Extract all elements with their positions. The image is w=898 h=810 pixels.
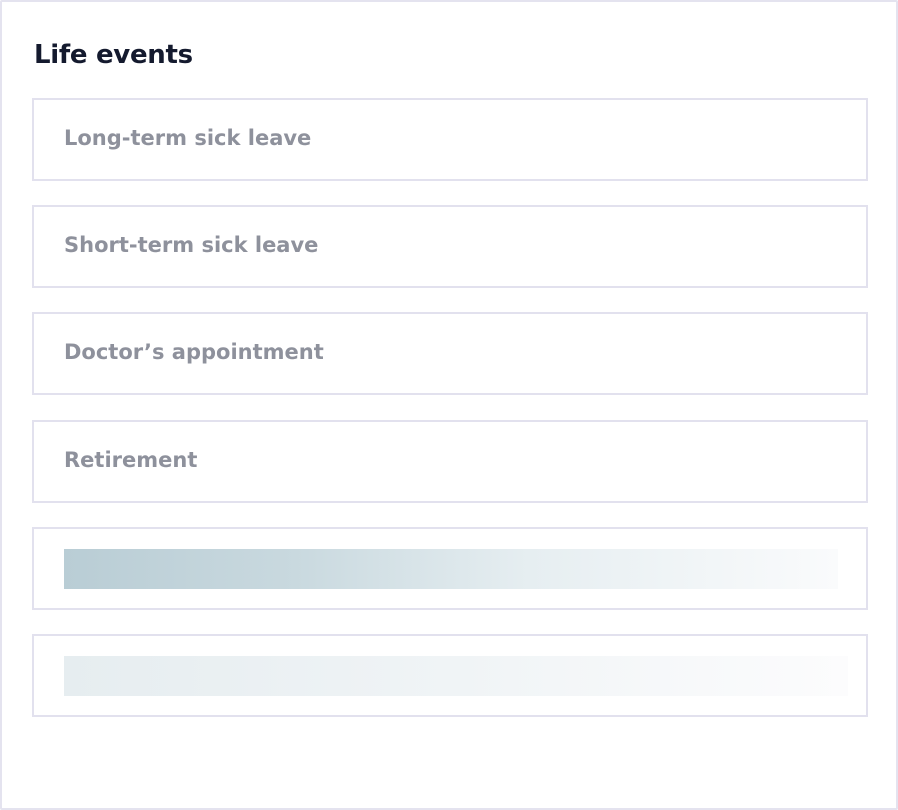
loading-item [32,634,868,717]
skeleton-bar [64,656,848,696]
event-label: Retirement [64,448,198,472]
skeleton-bar [64,549,838,589]
event-item[interactable]: Short-term sick leave [32,205,868,288]
event-item[interactable]: Long-term sick leave [32,98,868,181]
event-label: Doctor’s appointment [64,340,324,364]
event-label: Short-term sick leave [64,233,319,257]
panel-title: Life events [34,40,193,70]
loading-item [32,527,868,610]
event-label: Long-term sick leave [64,126,312,150]
event-item[interactable]: Doctor’s appointment [32,312,868,395]
event-item[interactable]: Retirement [32,420,868,503]
